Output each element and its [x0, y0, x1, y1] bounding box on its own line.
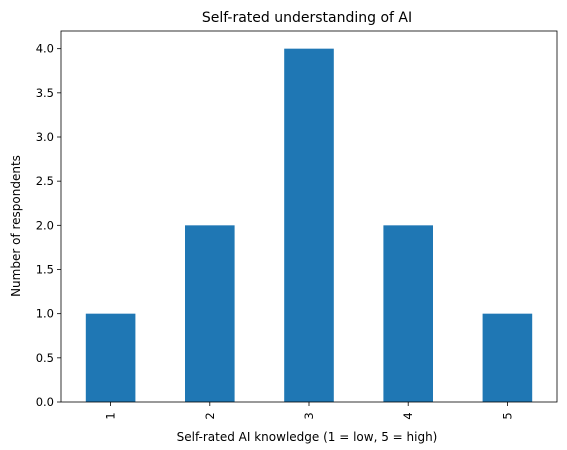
y-axis-label: Number of respondents	[9, 155, 23, 297]
y-tick-label: 0.5	[36, 351, 54, 365]
bar-3	[284, 48, 334, 403]
x-axis-label: Self-rated AI knowledge (1 = low, 5 = hi…	[177, 430, 438, 444]
bars	[85, 48, 533, 403]
y-tick-label: 3.0	[36, 130, 54, 144]
y-tick-label: 4.0	[36, 42, 54, 56]
x-tick-label: 1	[104, 412, 118, 419]
plot-frame	[60, 30, 558, 403]
x-tick-label: 2	[203, 412, 217, 419]
x-tick-label: 4	[401, 412, 415, 419]
x-axis: 1 2 3 4 5	[104, 402, 514, 420]
x-tick-label: 3	[302, 412, 316, 419]
chart-title: Self-rated understanding of AI	[202, 10, 412, 26]
bar-1	[85, 313, 136, 402]
y-tick-label: 1.5	[36, 263, 54, 277]
x-tick-label: 5	[500, 412, 514, 419]
y-tick-label: 2.0	[36, 218, 54, 232]
y-tick-label: 3.5	[36, 86, 54, 100]
bar-2	[185, 225, 235, 402]
y-tick-label: 1.0	[36, 307, 54, 321]
y-tick-label: 2.5	[36, 174, 54, 188]
bar-4	[383, 225, 433, 402]
y-tick-label: 0.0	[36, 395, 54, 409]
bar-5	[482, 313, 533, 402]
y-axis: 0.0 0.5 1.0 1.5 2.0 2.5 3.0 3.5 4.0	[36, 42, 61, 409]
